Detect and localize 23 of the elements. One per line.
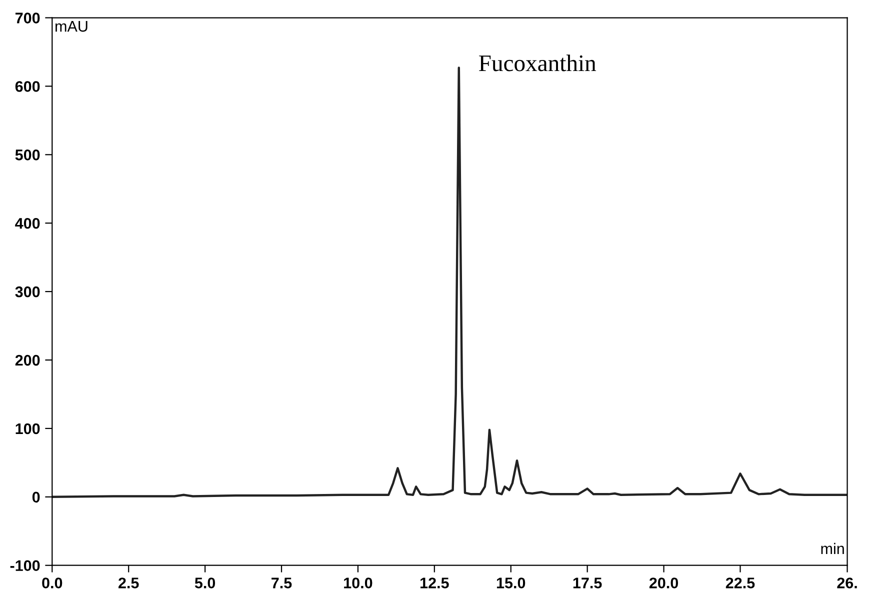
x-tick-label: 17.5 — [573, 578, 602, 588]
x-tick-label: 15.0 — [496, 578, 526, 588]
y-axis-title: mAU — [56, 21, 88, 32]
y-tick-label: 300 — [15, 286, 40, 298]
y-tick-label: 700 — [16, 12, 40, 24]
y-tick-label: 0 — [32, 492, 40, 503]
x-tick-label: 0.0 — [42, 578, 62, 588]
y-tick-label: 500 — [15, 150, 40, 160]
x-tick-label: 2.5 — [118, 578, 139, 588]
x-axis-title: min — [821, 542, 844, 554]
x-tick-label: 22.5 — [726, 578, 755, 588]
x-tick-label: 20.0 — [649, 578, 678, 588]
y-tick-label: 400 — [15, 218, 40, 229]
x-tick-label: 7.5 — [272, 578, 292, 588]
y-tick-label: 200 — [15, 354, 40, 366]
x-tick-label: 26. — [837, 578, 857, 588]
annotation: Fucoxanthin — [479, 54, 596, 72]
x-tick-label: 10.0 — [344, 578, 372, 588]
x-tick-label: 12.5 — [420, 578, 449, 588]
x-tick-label: 5.0 — [194, 578, 216, 588]
y-tick-label: -100 — [10, 560, 40, 572]
y-tick-label: 100 — [16, 423, 40, 434]
y-tick-label: 600 — [15, 81, 40, 92]
